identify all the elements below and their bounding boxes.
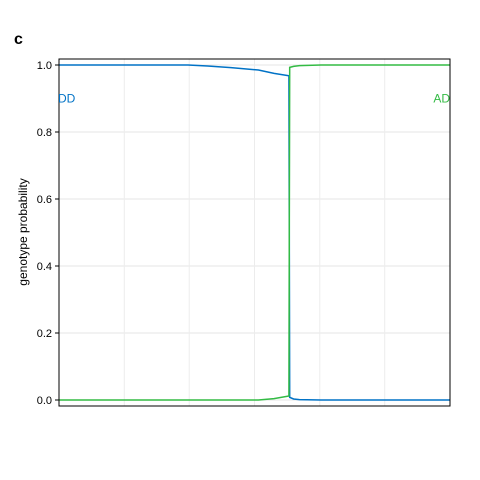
series-label-ad: AD	[433, 92, 450, 106]
y-tick-label: 0.6	[37, 194, 52, 206]
y-tick-label: 1.0	[37, 60, 52, 72]
y-axis-title: genotype probability	[16, 178, 30, 285]
series-label-dd: DD	[58, 92, 76, 106]
y-tick-label: 0.0	[37, 395, 52, 407]
grid-lines	[58, 59, 451, 406]
panel-label: c	[14, 31, 23, 48]
series-line-ad	[59, 64, 450, 401]
y-tick-label: 0.2	[37, 328, 52, 340]
series-line-dd	[59, 64, 450, 401]
y-axis-ticks: 0.0 0.2 0.4 0.6 0.8 1.0	[37, 60, 59, 407]
series-labels: DD AD	[58, 92, 450, 106]
plot-frame	[58, 58, 451, 407]
y-tick-label: 0.4	[37, 261, 52, 273]
series-lines	[59, 64, 450, 401]
y-tick-label: 0.8	[37, 127, 52, 139]
